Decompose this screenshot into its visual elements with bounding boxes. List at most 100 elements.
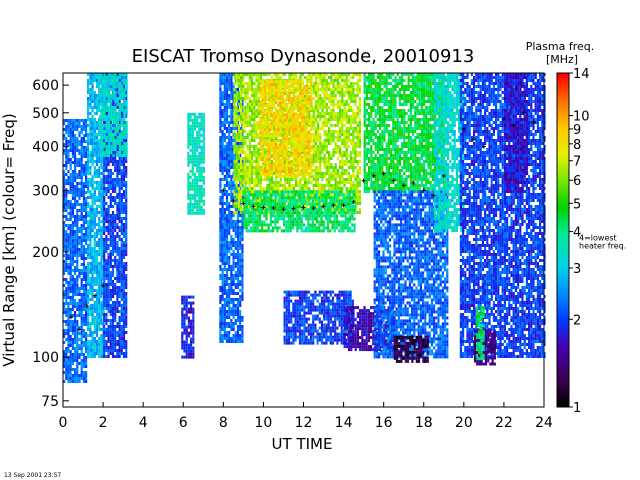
heatmap-cell xyxy=(98,229,101,232)
heatmap-cell xyxy=(63,239,66,242)
heatmap-cell xyxy=(74,215,77,218)
heatmap-cell xyxy=(118,226,121,229)
heatmap-cell xyxy=(295,88,298,91)
heatmap-cell xyxy=(107,121,111,124)
heatmap-cell xyxy=(228,340,231,343)
heatmap-cell xyxy=(89,331,92,334)
heatmap-cell xyxy=(185,325,188,329)
heatmap-cell xyxy=(78,248,81,251)
heatmap-cell xyxy=(63,335,66,338)
heatmap-cell xyxy=(95,319,99,322)
heatmap-cell xyxy=(240,91,243,94)
heatmap-cell xyxy=(63,119,66,122)
heatmap-cell xyxy=(240,151,243,154)
heatmap-cell xyxy=(225,166,229,169)
heatmap-cell xyxy=(187,127,190,131)
heatmap-cell xyxy=(228,217,231,220)
heatmap-cell xyxy=(223,235,226,238)
heatmap-cell xyxy=(225,172,229,175)
heatmap-cell xyxy=(89,127,92,130)
heatmap-cell xyxy=(118,169,121,172)
heatmap-cell xyxy=(288,175,291,178)
heatmap-cell xyxy=(239,337,242,340)
heatmap-cell xyxy=(67,359,70,362)
heatmap-cell xyxy=(95,256,99,259)
heatmap-cell xyxy=(80,140,83,143)
heatmap-cell xyxy=(63,224,66,227)
heatmap-cell xyxy=(85,344,88,347)
heatmap-cell xyxy=(118,196,121,199)
heatmap-cell xyxy=(225,304,229,307)
heatmap-cell xyxy=(118,85,122,88)
heatmap-cell xyxy=(63,245,66,248)
heatmap-cell xyxy=(219,82,222,85)
heatmap-cell xyxy=(125,340,128,343)
heatmap-cell xyxy=(71,377,74,380)
heatmap-cell xyxy=(255,169,258,172)
heatmap-cell xyxy=(122,157,126,160)
heatmap-cell xyxy=(239,340,242,343)
heatmap-cell xyxy=(78,158,81,161)
heatmap-cell xyxy=(87,73,90,76)
heatmap-cell xyxy=(193,112,197,116)
heatmap-cell xyxy=(221,157,224,160)
heatmap-cell xyxy=(232,181,235,184)
heatmap-cell xyxy=(262,178,265,181)
heatmap-cell xyxy=(82,125,85,128)
heatmap-cell xyxy=(219,229,222,232)
heatmap-cell xyxy=(91,340,94,343)
heatmap-cell xyxy=(116,232,119,235)
heatmap-cell xyxy=(76,182,79,185)
heatmap-cell xyxy=(112,106,115,109)
heatmap-cell xyxy=(105,85,108,88)
heatmap-cell xyxy=(78,332,81,335)
heatmap-cell xyxy=(198,193,201,197)
heatmap-cell xyxy=(235,115,238,118)
heatmap-cell xyxy=(67,287,70,290)
heatmap-cell xyxy=(221,244,224,247)
heatmap-cell xyxy=(221,319,224,322)
heatmap-cell xyxy=(74,161,77,164)
heatmap-cell xyxy=(63,290,66,293)
heatmap-cell xyxy=(228,244,231,247)
heatmap-cell xyxy=(93,148,96,151)
heatmap-cell xyxy=(98,226,101,229)
heatmap-cell xyxy=(236,238,240,241)
heatmap-cell xyxy=(234,277,237,280)
heatmap-cell xyxy=(109,241,112,244)
heatmap-cell xyxy=(255,103,258,106)
heatmap-cell xyxy=(122,292,126,295)
heatmap-cell xyxy=(241,268,244,271)
heatmap-cell xyxy=(67,308,70,311)
heatmap-cell xyxy=(288,121,291,124)
heatmap-cell xyxy=(95,205,99,208)
heatmap-cell xyxy=(100,343,103,346)
heatmap-cell xyxy=(123,118,126,121)
heatmap-cell xyxy=(67,338,70,341)
heatmap-cell xyxy=(190,319,193,323)
heatmap-cell xyxy=(99,91,102,94)
heatmap-cell xyxy=(257,121,260,124)
heatmap-cell xyxy=(268,184,271,187)
heatmap-cell xyxy=(122,346,126,349)
heatmap-cell xyxy=(248,178,251,181)
heatmap-cell xyxy=(183,355,186,359)
heatmap-cell xyxy=(103,331,106,334)
heatmap-cell xyxy=(232,241,235,244)
heatmap-cell xyxy=(242,130,245,133)
heatmap-cell xyxy=(284,106,287,109)
heatmap-cell xyxy=(118,277,121,280)
heatmap-cell xyxy=(78,140,81,143)
heatmap-cell xyxy=(65,236,68,239)
heatmap-cell xyxy=(193,163,197,167)
heatmap-cell xyxy=(93,151,96,154)
heatmap-cell xyxy=(232,337,235,340)
heatmap-cell xyxy=(95,106,99,109)
heatmap-cell xyxy=(118,202,121,205)
heatmap-cell xyxy=(248,85,251,88)
heatmap-cell xyxy=(122,172,126,175)
heatmap-cell xyxy=(69,380,72,383)
heatmap-cell xyxy=(69,284,72,287)
heatmap-cell xyxy=(71,143,74,146)
heatmap-cell xyxy=(65,188,68,191)
